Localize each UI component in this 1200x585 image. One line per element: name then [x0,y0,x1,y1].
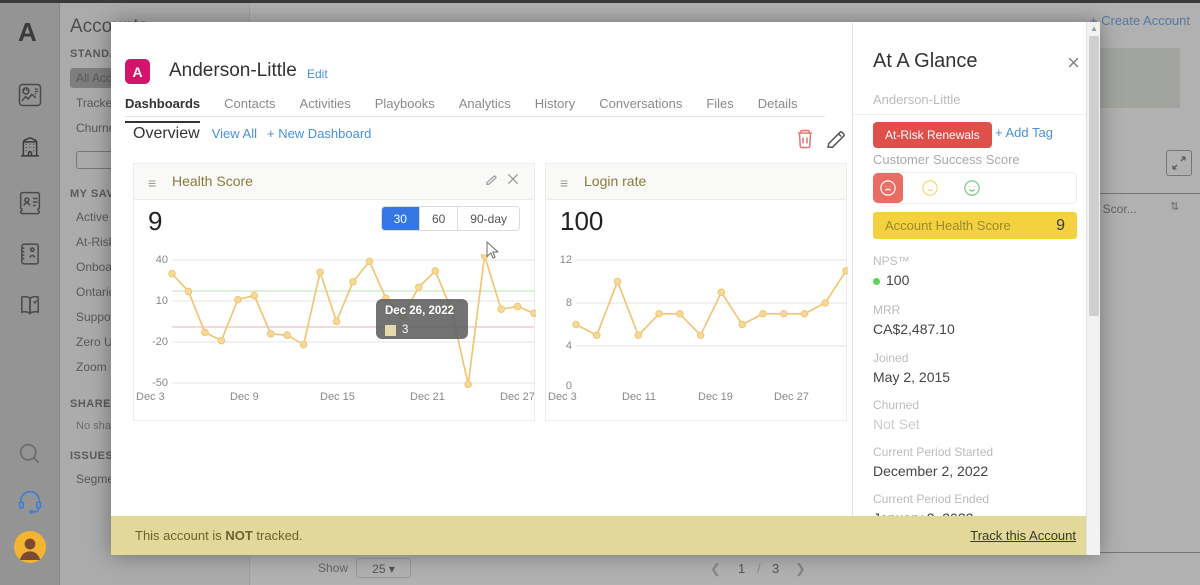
svg-text:Dec 3: Dec 3 [548,391,577,403]
svg-text:Dec 3: Dec 3 [136,391,165,403]
svg-text:Dec 11: Dec 11 [622,391,656,403]
svg-text:40: 40 [156,254,168,266]
svg-text:12: 12 [560,254,572,266]
svg-text:4: 4 [566,340,572,352]
svg-text:Dec 15: Dec 15 [320,391,355,403]
svg-text:Dec 27: Dec 27 [500,391,535,403]
svg-text:Dec 27: Dec 27 [774,391,809,403]
svg-text:-20: -20 [152,336,168,348]
svg-text:10: 10 [156,295,168,307]
svg-text:8: 8 [566,297,572,309]
svg-text:Dec 9: Dec 9 [230,391,259,403]
svg-text:-50: -50 [152,377,168,389]
svg-text:Dec 19: Dec 19 [698,391,733,403]
svg-text:Dec 21: Dec 21 [410,391,445,403]
